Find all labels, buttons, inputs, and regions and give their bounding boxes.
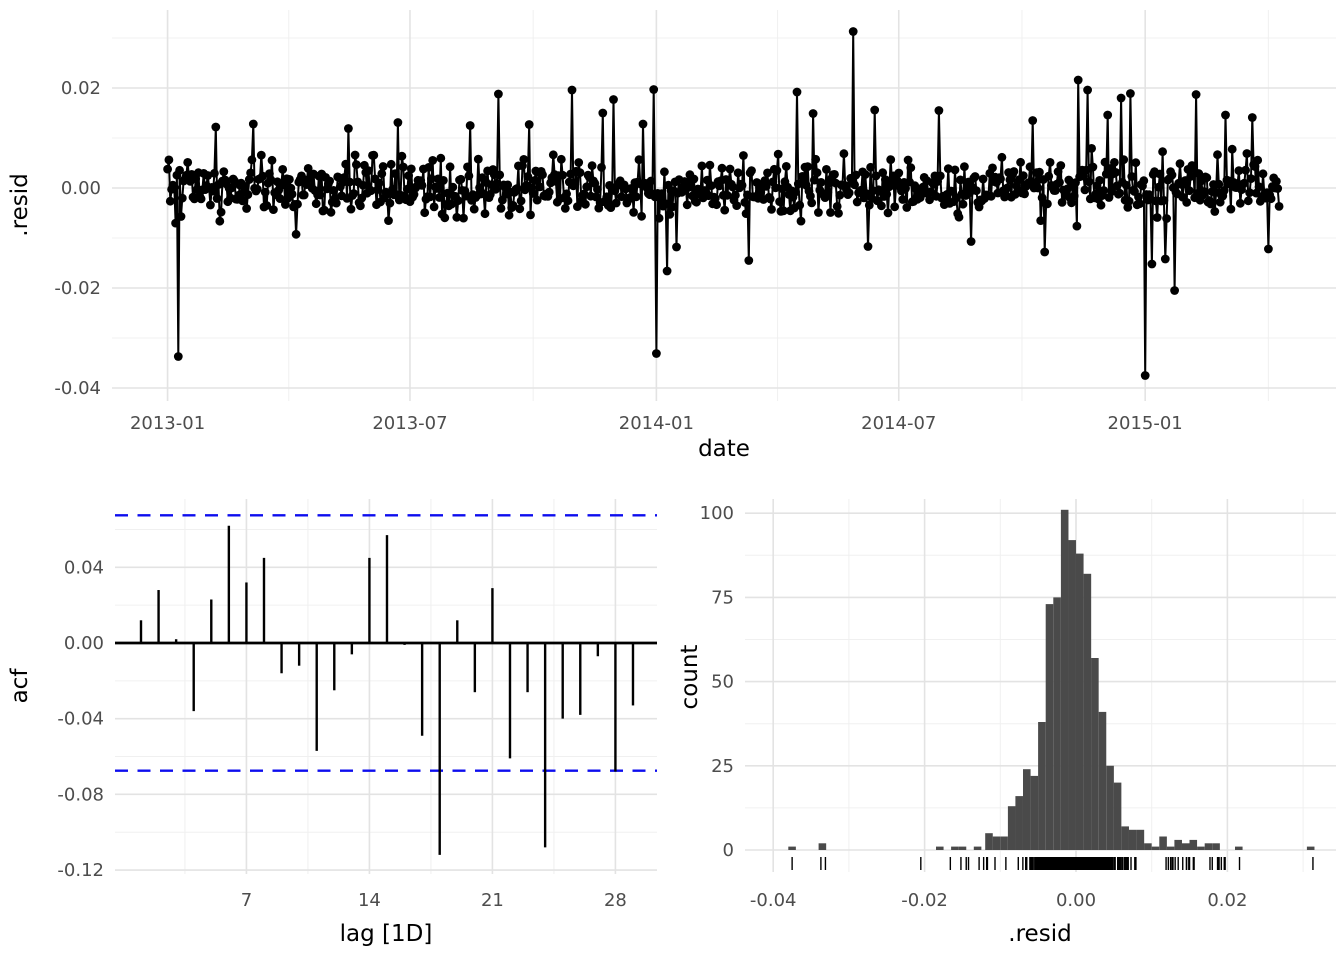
acf-x-axis-title: lag [1D]: [340, 921, 433, 947]
acf-y-tick-label: -0.04: [57, 709, 104, 730]
hist-x-tick-label: -0.02: [901, 890, 948, 911]
hist-y-tick-label: 25: [711, 756, 734, 777]
top-x-tick-label: 2013-01: [130, 413, 205, 434]
acf-y-tick-label: 0.00: [64, 633, 104, 654]
hist-x-tick-label: 0.00: [1056, 890, 1096, 911]
acf-x-tick-label: 7: [241, 890, 252, 911]
hist-x-tick-label: -0.04: [750, 890, 797, 911]
top-y-tick-label: 0.00: [61, 178, 101, 199]
top-x-axis-title: date: [698, 436, 750, 462]
acf-y-tick-label: 0.04: [64, 557, 104, 578]
hist-y-axis-title: count: [677, 645, 703, 710]
top-x-tick-label: 2013-07: [372, 413, 447, 434]
hist-y-tick-label: 75: [711, 587, 734, 608]
hist-y-tick-label: 100: [700, 503, 734, 524]
acf-x-tick-label: 21: [481, 890, 504, 911]
top-x-tick-label: 2014-07: [861, 413, 936, 434]
acf-x-tick-label: 28: [604, 890, 627, 911]
histogram-bars: [788, 509, 1315, 850]
acf-y-tick-label: -0.08: [57, 784, 104, 805]
histogram-panel: 0 25 50 75 100 -0.04 -0.02 0.00 0.02: [700, 499, 1336, 911]
residual-rug: [791, 857, 1314, 870]
acf-panel: 0.04 0.00 -0.04 -0.08 -0.12 7 14 21 28: [57, 499, 657, 911]
top-x-tick-label: 2014-01: [619, 413, 694, 434]
acf-bars: [139, 525, 635, 855]
residual-points: [163, 27, 1284, 380]
top-y-axis-title: .resid: [7, 173, 33, 236]
hist-x-axis-title: .resid: [1008, 921, 1071, 947]
top-y-tick-label: -0.04: [54, 378, 101, 399]
acf-x-tick-label: 14: [358, 890, 381, 911]
acf-y-axis-title: acf: [7, 668, 33, 704]
hist-y-tick-label: 50: [711, 672, 734, 693]
top-x-tick-label: 2015-01: [1108, 413, 1183, 434]
hist-y-tick-label: 0: [723, 840, 734, 861]
acf-y-tick-label: -0.12: [57, 860, 104, 881]
top-y-tick-label: 0.02: [61, 78, 101, 99]
hist-x-tick-label: 0.02: [1207, 890, 1247, 911]
residuals-time-series-panel: 0.02 0.00 -0.02 -0.04 2013-01 2013-07 2014-01 2…: [54, 10, 1336, 434]
top-y-tick-label: -0.02: [54, 278, 101, 299]
